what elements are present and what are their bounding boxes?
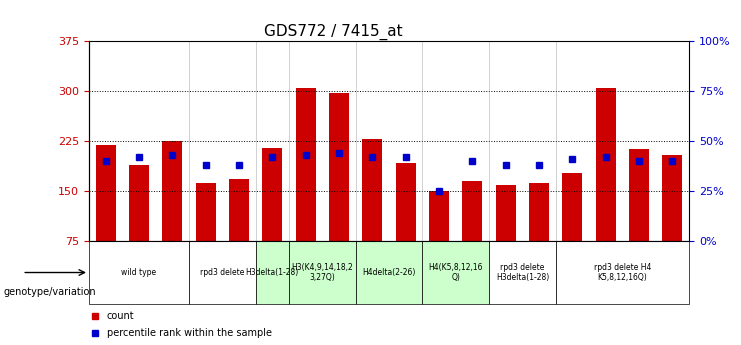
Bar (596, 88, 616, 241)
Text: wild type: wild type (122, 268, 156, 277)
Bar (162, 141, 182, 241)
Text: H3(K4,9,14,18,2
3,27Q): H3(K4,9,14,18,2 3,27Q) (291, 263, 353, 282)
FancyBboxPatch shape (556, 241, 689, 304)
Bar (462, 181, 482, 241)
Bar (429, 191, 449, 241)
Text: rpd3 delete H4
K5,8,12,16Q): rpd3 delete H4 K5,8,12,16Q) (594, 263, 651, 282)
FancyBboxPatch shape (189, 241, 256, 304)
Text: genotype/variation: genotype/variation (4, 287, 96, 296)
Bar (362, 139, 382, 241)
Bar (329, 93, 349, 241)
Bar (296, 88, 316, 241)
Bar (629, 149, 649, 241)
Bar (129, 165, 149, 241)
Text: H3delta(1-28): H3delta(1-28) (246, 268, 299, 277)
Text: H4(K5,8,12,16
Q): H4(K5,8,12,16 Q) (428, 263, 483, 282)
Bar (529, 183, 549, 241)
FancyBboxPatch shape (422, 241, 489, 304)
Bar (262, 148, 282, 241)
Bar (96, 145, 116, 241)
Text: H4delta(2-26): H4delta(2-26) (362, 268, 416, 277)
Text: rpd3 delete: rpd3 delete (200, 268, 245, 277)
Bar (562, 172, 582, 241)
Text: percentile rank within the sample: percentile rank within the sample (107, 328, 272, 338)
FancyBboxPatch shape (289, 241, 356, 304)
Bar (396, 163, 416, 241)
Text: rpd3 delete
H3delta(1-28): rpd3 delete H3delta(1-28) (496, 263, 549, 282)
Bar (662, 155, 682, 241)
FancyBboxPatch shape (89, 241, 189, 304)
FancyBboxPatch shape (356, 241, 422, 304)
FancyBboxPatch shape (489, 241, 556, 304)
Text: GDS772 / 7415_at: GDS772 / 7415_at (264, 24, 403, 40)
Bar (229, 179, 249, 241)
Bar (196, 183, 216, 241)
FancyBboxPatch shape (256, 241, 289, 304)
Bar (496, 185, 516, 241)
Text: count: count (107, 311, 135, 321)
